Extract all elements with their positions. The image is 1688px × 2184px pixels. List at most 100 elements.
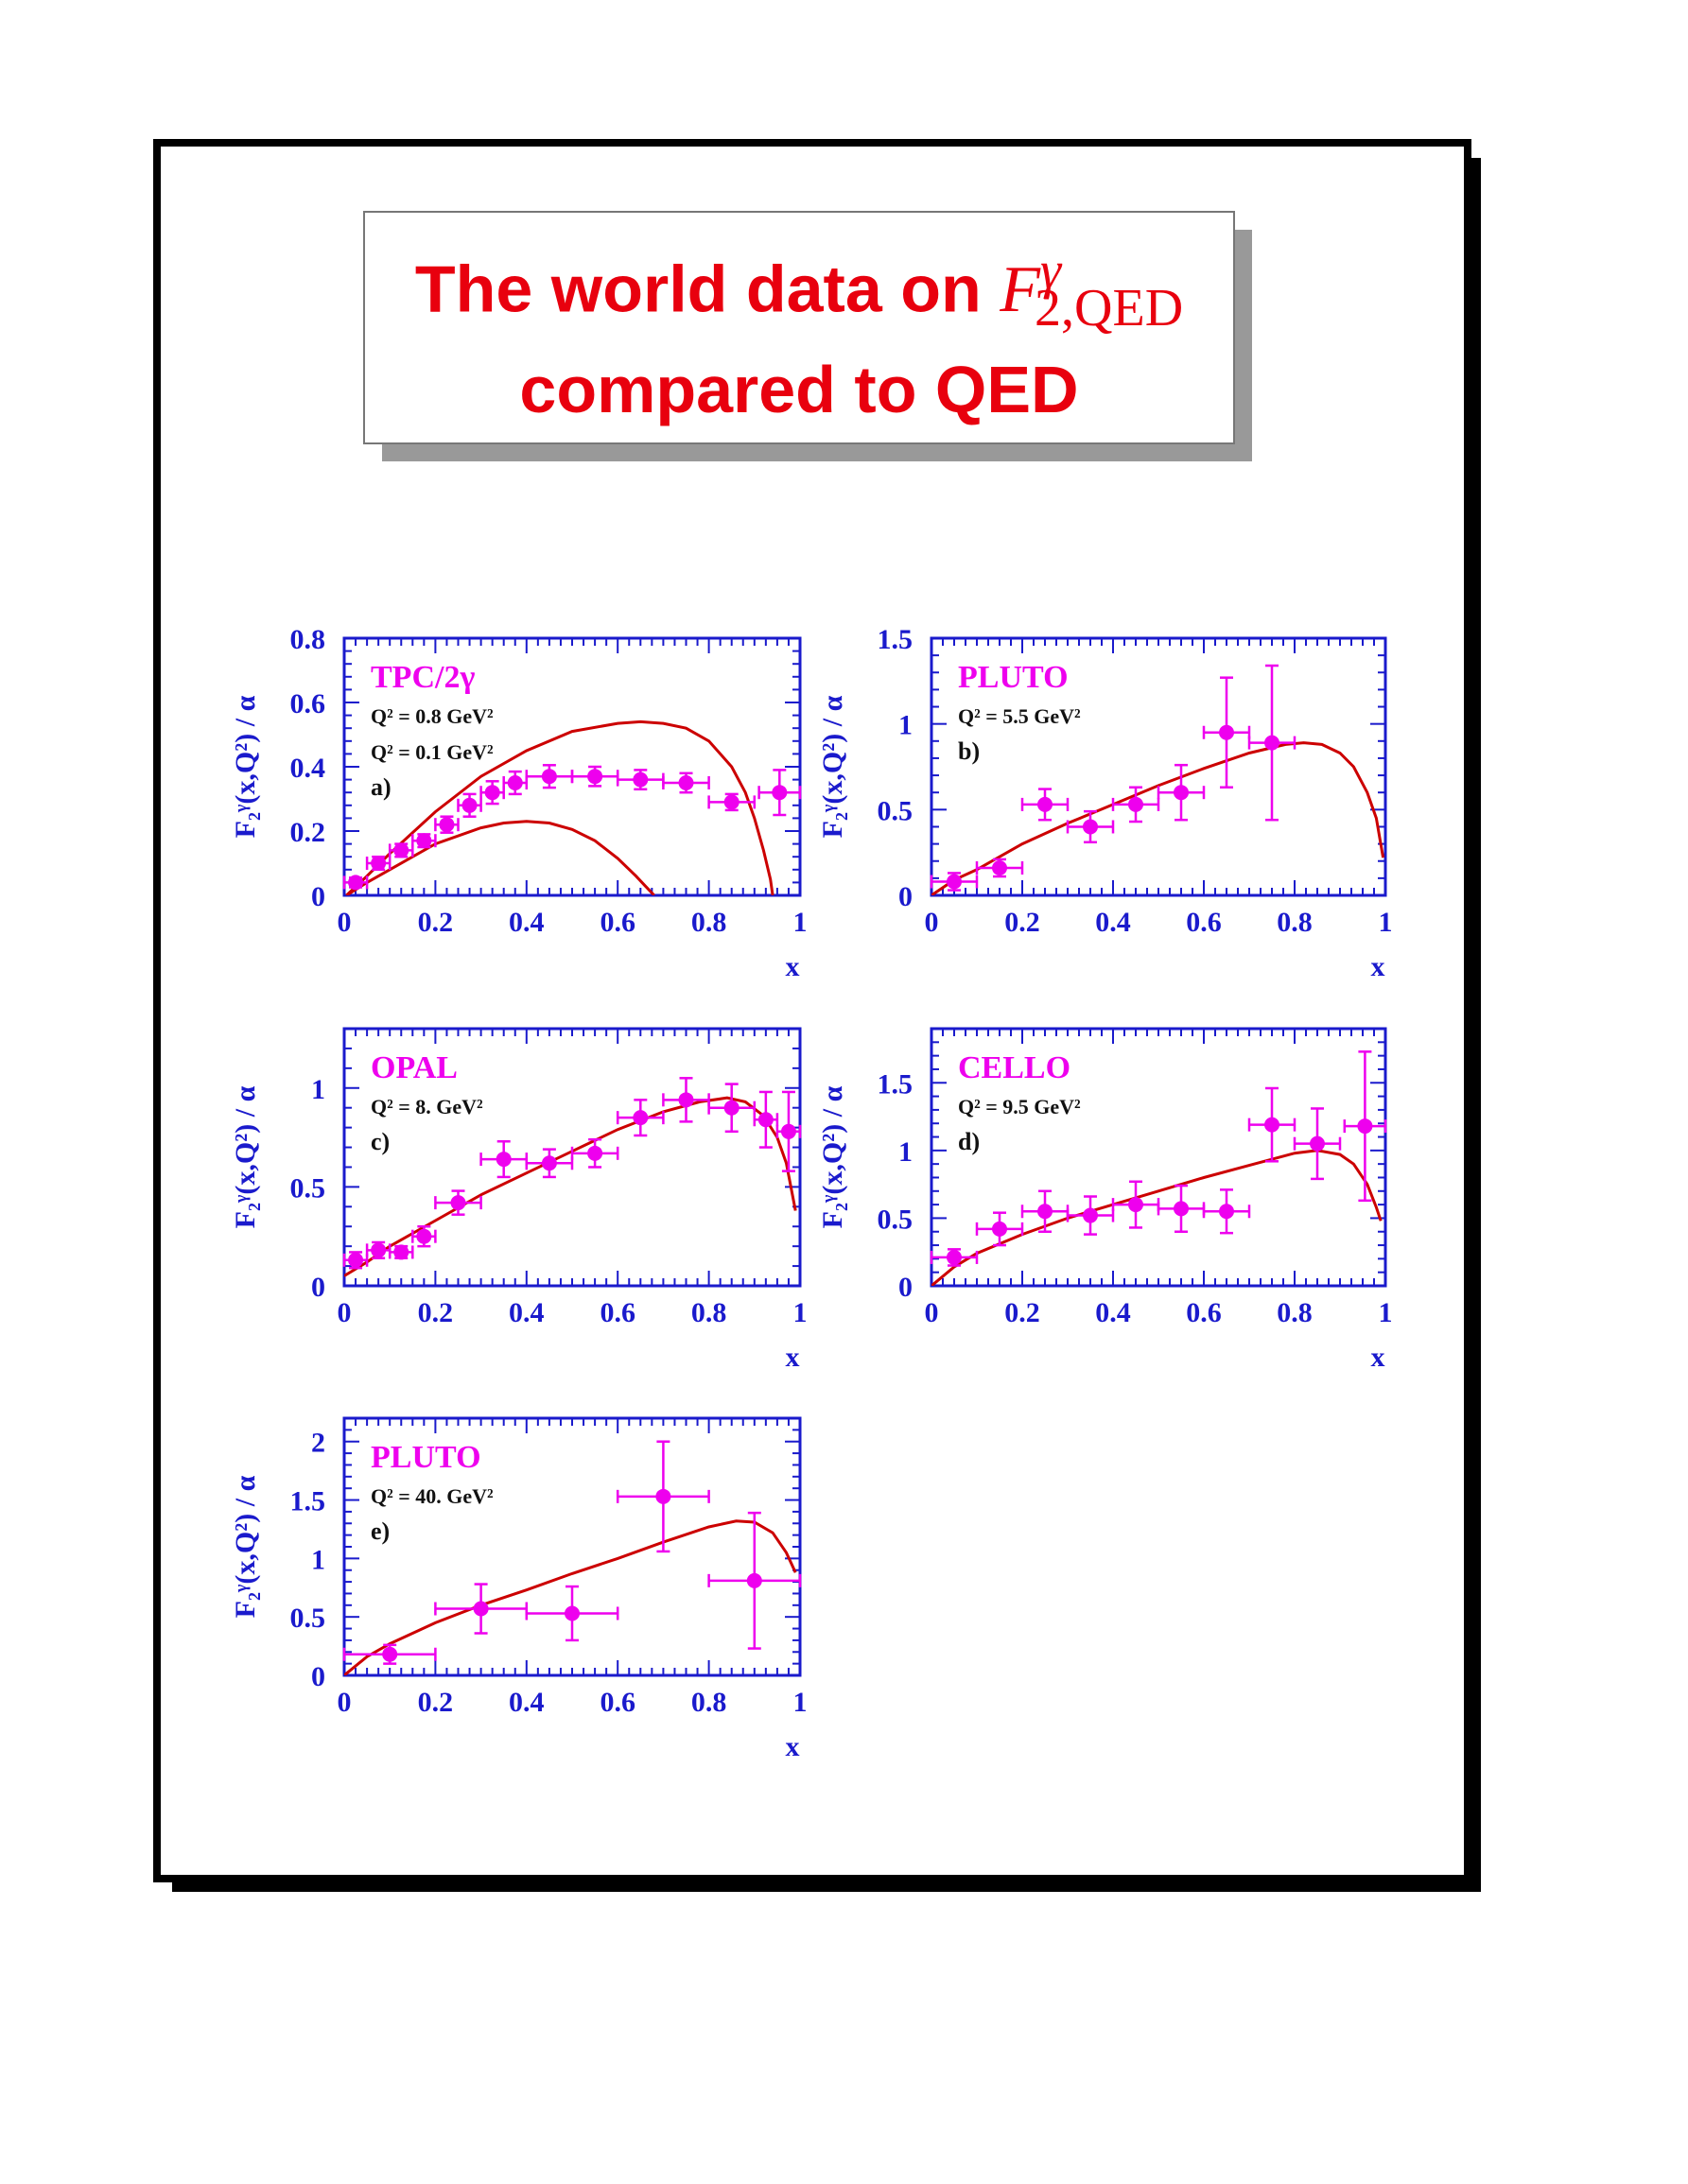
data-marker xyxy=(1083,1207,1098,1223)
data-marker xyxy=(473,1601,489,1617)
experiment-label: TPC/2γ xyxy=(371,660,475,695)
data-marker xyxy=(947,874,962,890)
x-axis-label: x xyxy=(1371,1342,1385,1373)
data-point xyxy=(388,842,414,858)
data-point xyxy=(365,1240,392,1259)
y-tick-label: 1.5 xyxy=(878,624,914,655)
title-math-base: F xyxy=(1000,253,1040,327)
data-point xyxy=(1202,676,1251,789)
data-marker xyxy=(757,1112,774,1128)
data-marker xyxy=(1219,1204,1234,1220)
x-tick-label: 0.2 xyxy=(1004,907,1040,938)
x-tick-label: 0 xyxy=(338,1687,352,1718)
data-point xyxy=(434,815,460,834)
data-marker xyxy=(382,1646,398,1662)
x-tick-label: 1 xyxy=(793,1687,808,1718)
y-axis-label: F₂ᵞ(x,Q²) / α xyxy=(230,1085,261,1228)
data-point xyxy=(479,780,505,806)
chart-panel-5: 0 0.2 0.4 0.6 0.8 1 0 0.5 1 1.5 2 x F₂ᵞ(x,Q²) / α PLU… xyxy=(230,1416,808,1762)
data-marker xyxy=(461,797,478,813)
data-point xyxy=(388,1244,414,1260)
chart-panel-4: 0 0.2 0.4 0.6 0.8 1 0 0.5 1 1.5 x F₂ᵞ(x,Q²) / α CELL… xyxy=(817,1027,1393,1373)
data-marker xyxy=(416,1228,432,1244)
data-point xyxy=(434,1583,529,1635)
y-tick-label: 1 xyxy=(898,710,913,741)
panel-letter: e) xyxy=(371,1517,390,1545)
x-axis-label: x xyxy=(1371,951,1385,982)
data-point xyxy=(616,769,665,791)
title-math-sup: γ xyxy=(1039,242,1062,301)
x-axis-label: x xyxy=(786,1731,800,1762)
y-tick-label: 0.8 xyxy=(290,624,326,655)
x-tick-label: 0 xyxy=(338,907,352,938)
data-marker xyxy=(723,794,740,810)
title-math-f2qed: Fγ2,QED xyxy=(1000,242,1183,338)
x-tick-label: 0.4 xyxy=(1095,1297,1131,1328)
data-point xyxy=(502,770,529,796)
y-tick-label: 0 xyxy=(898,1272,913,1303)
x-tick-label: 0.6 xyxy=(1186,1297,1222,1328)
y-tick-label: 0.4 xyxy=(290,753,326,784)
data-marker xyxy=(371,856,387,871)
x-tick-label: 1 xyxy=(793,907,808,938)
x-tick-label: 0 xyxy=(925,907,939,938)
x-axis-label: x xyxy=(786,951,800,982)
data-point xyxy=(930,1248,979,1267)
data-point xyxy=(616,1099,665,1137)
y-axis-label: F₂ᵞ(x,Q²) / α xyxy=(817,695,848,838)
y-tick-label: 1 xyxy=(311,1074,325,1105)
title-text-1: The world data on xyxy=(414,251,982,326)
data-marker xyxy=(1264,735,1279,751)
data-point xyxy=(342,1251,369,1270)
x-tick-label: 1 xyxy=(1379,907,1393,938)
chart-panel-2: 0 0.2 0.4 0.6 0.8 1 0 0.5 1 1.5 x F₂ᵞ(x,Q²) / α PLUT… xyxy=(817,624,1393,982)
data-marker xyxy=(772,785,788,801)
data-marker xyxy=(1357,1118,1373,1135)
experiment-label: OPAL xyxy=(371,1050,458,1085)
data-point xyxy=(570,1137,619,1169)
x-tick-label: 0.6 xyxy=(600,1687,635,1718)
data-marker xyxy=(541,769,557,785)
data-marker xyxy=(780,1123,796,1139)
data-marker xyxy=(587,1145,603,1161)
x-tick-label: 0.2 xyxy=(418,907,454,938)
data-marker xyxy=(484,785,500,801)
x-tick-label: 0.6 xyxy=(600,907,635,938)
y-tick-label: 0.2 xyxy=(290,817,326,848)
data-marker xyxy=(633,1110,649,1126)
experiment-label: CELLO xyxy=(958,1050,1070,1085)
qed-curve-1 xyxy=(344,1519,797,1675)
x-tick-label: 0.2 xyxy=(1004,1297,1040,1328)
data-point xyxy=(707,792,757,812)
data-marker xyxy=(393,842,409,858)
y-axis-label: F₂ᵞ(x,Q²) / α xyxy=(230,695,261,838)
data-marker xyxy=(416,833,432,849)
y-tick-label: 0.5 xyxy=(290,1603,326,1634)
data-point xyxy=(707,1083,757,1134)
y-tick-label: 0 xyxy=(898,881,913,912)
data-marker xyxy=(1128,796,1143,812)
y-tick-label: 0.6 xyxy=(290,688,326,719)
data-point xyxy=(1111,1180,1160,1229)
data-marker xyxy=(947,1249,962,1265)
x-tick-label: 0.4 xyxy=(509,1297,545,1328)
data-marker xyxy=(439,817,455,833)
data-point xyxy=(1157,1184,1206,1233)
experiment-label: PLUTO xyxy=(958,660,1069,695)
data-marker xyxy=(541,1155,557,1171)
data-point xyxy=(753,1090,779,1149)
data-point xyxy=(434,1189,482,1216)
data-marker xyxy=(496,1152,512,1168)
x-tick-label: 0.6 xyxy=(1186,907,1222,938)
data-point xyxy=(662,771,710,794)
data-point xyxy=(1202,1188,1251,1235)
data-point xyxy=(662,1077,710,1123)
data-marker xyxy=(678,1092,694,1108)
data-marker xyxy=(678,775,694,790)
data-point xyxy=(411,1224,437,1248)
x-tick-label: 0 xyxy=(338,1297,352,1328)
y-tick-label: 0.5 xyxy=(290,1172,326,1204)
data-marker xyxy=(1264,1117,1279,1133)
data-point xyxy=(1247,1086,1296,1163)
